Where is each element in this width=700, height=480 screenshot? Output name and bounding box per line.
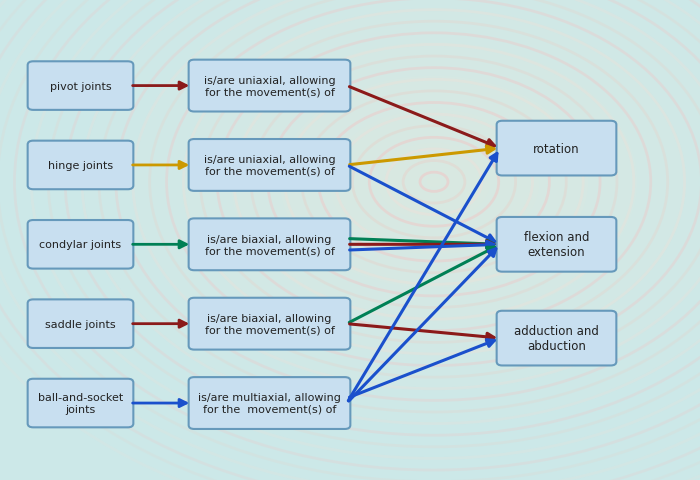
Circle shape bbox=[231, 43, 637, 322]
Text: is/are uniaxial, allowing
for the movement(s) of: is/are uniaxial, allowing for the moveme… bbox=[204, 76, 335, 97]
FancyBboxPatch shape bbox=[497, 121, 617, 176]
Text: saddle joints: saddle joints bbox=[46, 319, 116, 329]
Text: is/are uniaxial, allowing
for the movement(s) of: is/are uniaxial, allowing for the moveme… bbox=[204, 155, 335, 176]
Text: adduction and
abduction: adduction and abduction bbox=[514, 324, 599, 352]
Text: is/are biaxial, allowing
for the movement(s) of: is/are biaxial, allowing for the movemen… bbox=[204, 313, 335, 335]
FancyBboxPatch shape bbox=[189, 377, 350, 429]
Circle shape bbox=[280, 77, 588, 288]
Text: condylar joints: condylar joints bbox=[39, 240, 122, 250]
Circle shape bbox=[378, 144, 490, 221]
FancyBboxPatch shape bbox=[28, 142, 134, 190]
FancyBboxPatch shape bbox=[28, 62, 134, 111]
FancyBboxPatch shape bbox=[497, 217, 617, 272]
Circle shape bbox=[182, 10, 686, 355]
Text: hinge joints: hinge joints bbox=[48, 161, 113, 170]
FancyBboxPatch shape bbox=[28, 300, 134, 348]
Text: ball-and-socket
joints: ball-and-socket joints bbox=[38, 393, 123, 414]
Text: pivot joints: pivot joints bbox=[50, 82, 111, 91]
Text: flexion and
extension: flexion and extension bbox=[524, 231, 589, 259]
Circle shape bbox=[329, 110, 539, 254]
FancyBboxPatch shape bbox=[189, 219, 350, 271]
FancyBboxPatch shape bbox=[189, 140, 350, 192]
FancyBboxPatch shape bbox=[497, 311, 617, 366]
Circle shape bbox=[427, 178, 441, 187]
FancyBboxPatch shape bbox=[189, 60, 350, 112]
Text: is/are biaxial, allowing
for the movement(s) of: is/are biaxial, allowing for the movemen… bbox=[204, 234, 335, 255]
Circle shape bbox=[133, 0, 700, 389]
Circle shape bbox=[84, 0, 700, 422]
FancyBboxPatch shape bbox=[28, 379, 134, 428]
Text: rotation: rotation bbox=[533, 142, 580, 156]
Text: is/are multiaxial, allowing
for the  movement(s) of: is/are multiaxial, allowing for the move… bbox=[198, 393, 341, 414]
FancyBboxPatch shape bbox=[189, 298, 350, 350]
FancyBboxPatch shape bbox=[28, 221, 134, 269]
